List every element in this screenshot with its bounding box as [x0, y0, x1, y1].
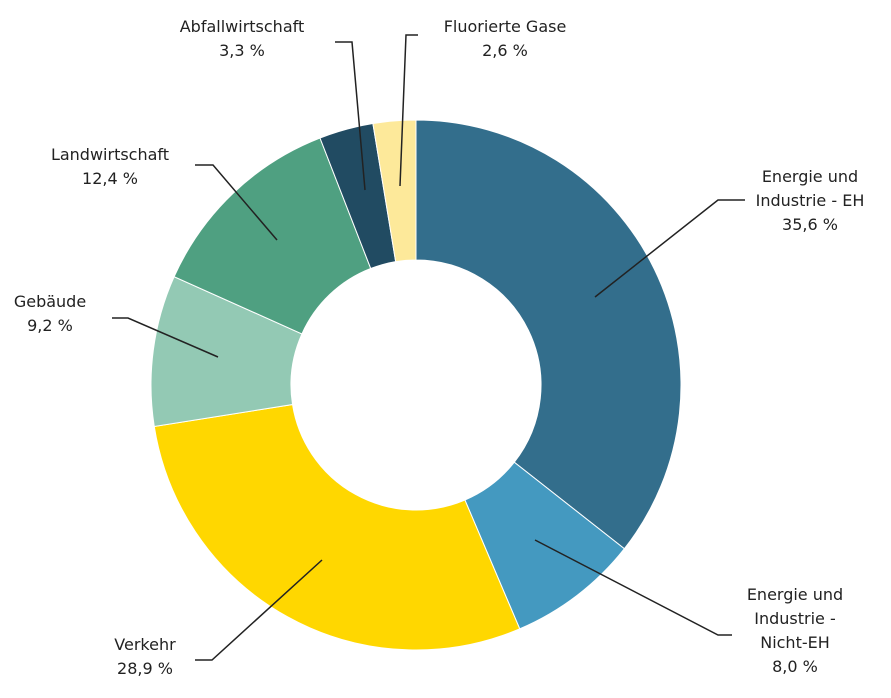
value-label: 2,6 %	[482, 41, 528, 60]
value-label: 8,0 %	[772, 657, 818, 676]
leader-line	[399, 34, 418, 187]
slice-label: Gebäude 9,2 %	[0, 290, 100, 338]
leader-line	[335, 41, 366, 191]
slice-label: Verkehr 28,9 %	[95, 633, 195, 681]
category-label: Gebäude	[13, 292, 87, 311]
category-label: Verkehr	[114, 635, 176, 654]
donut-segment	[173, 137, 372, 335]
value-label: 12,4 %	[82, 169, 138, 188]
value-label: 3,3 %	[219, 41, 265, 60]
value-label: 9,2 %	[27, 316, 73, 335]
leader-line	[112, 317, 219, 358]
slice-label: Energie und Industrie - EH 35,6 %	[740, 165, 880, 237]
slice-label: Landwirtschaft 12,4 %	[25, 143, 195, 191]
leader-line	[594, 199, 745, 298]
leader-line	[534, 539, 732, 636]
donut-segment	[415, 119, 682, 550]
leader-line	[195, 164, 278, 241]
slice-label: Abfallwirtschaft 3,3 %	[147, 15, 337, 63]
donut-segment	[372, 119, 417, 263]
category-label: Abfallwirtschaft	[179, 17, 305, 36]
category-label: Energie und Industrie - Nicht-EH	[746, 585, 844, 652]
category-label: Fluorierte Gase	[443, 17, 567, 36]
donut-segment	[153, 403, 521, 651]
category-label: Landwirtschaft	[50, 145, 170, 164]
slice-label: Energie und Industrie - Nicht-EH 8,0 %	[735, 583, 855, 679]
category-label: Energie und Industrie - EH	[755, 167, 865, 210]
slice-label: Fluorierte Gase 2,6 %	[410, 15, 600, 63]
value-label: 28,9 %	[117, 659, 173, 678]
leader-line	[195, 559, 323, 661]
value-label: 35,6 %	[782, 215, 838, 234]
